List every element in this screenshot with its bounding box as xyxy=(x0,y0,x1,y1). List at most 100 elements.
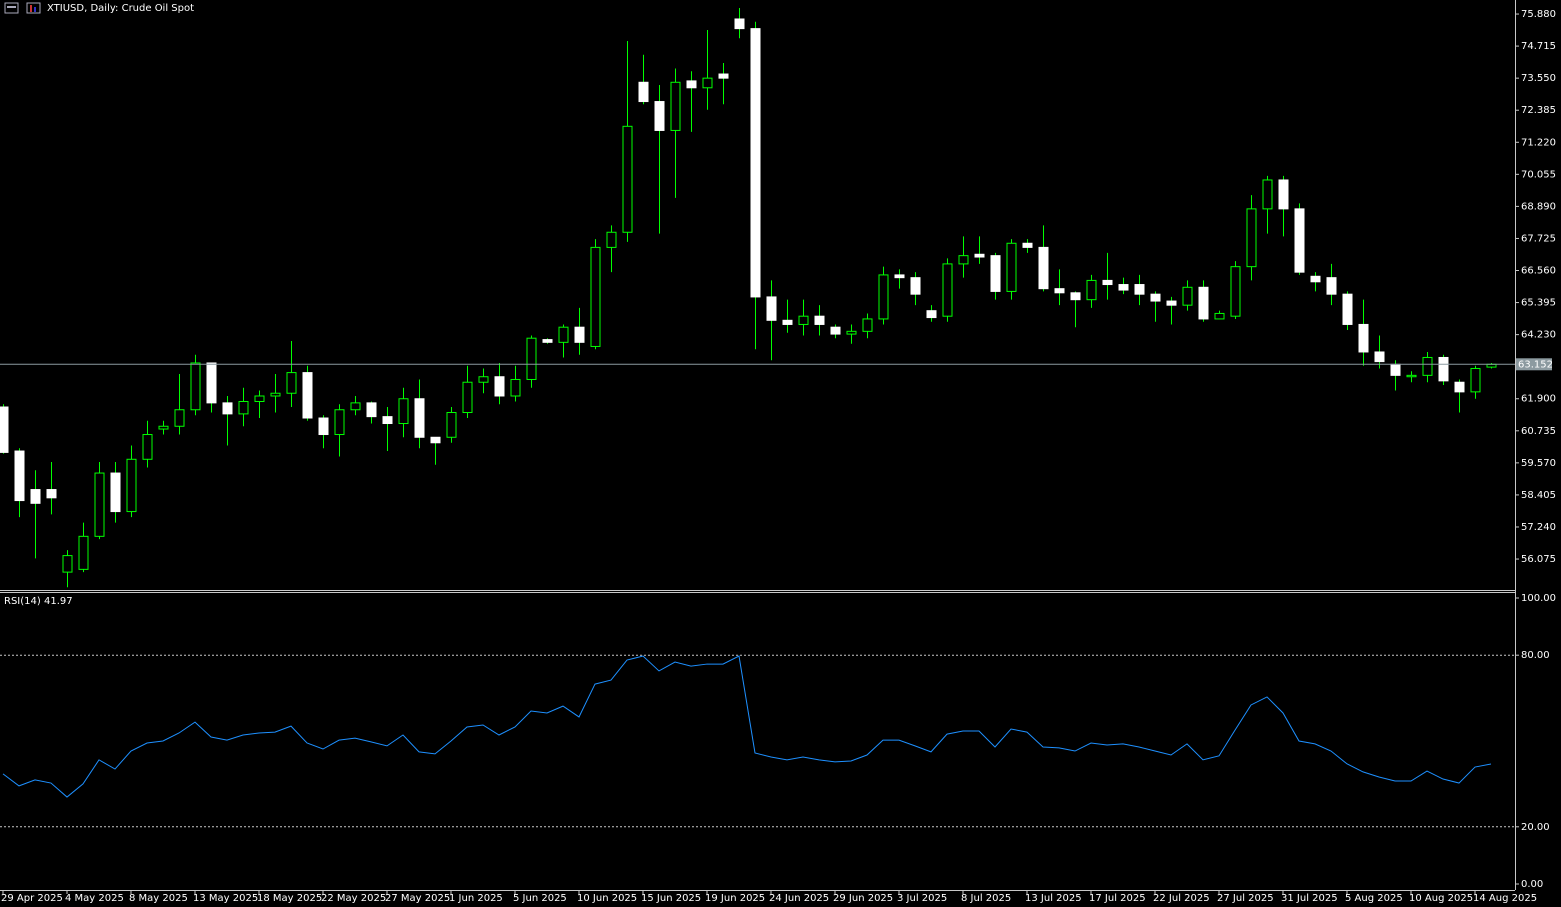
y-tick-label: 74.715 xyxy=(1521,41,1556,52)
x-tick-label: 4 May 2025 xyxy=(65,893,124,904)
y-tick-label: 72.385 xyxy=(1521,105,1556,116)
y-tick-label: 0.00 xyxy=(1521,879,1543,890)
candle-body xyxy=(478,376,489,383)
x-tick-label: 13 Jul 2025 xyxy=(1025,893,1082,904)
candle-body xyxy=(1310,275,1321,283)
candle-body xyxy=(814,315,825,325)
x-tick-label: 10 Jun 2025 xyxy=(577,893,637,904)
x-tick-label: 27 Jul 2025 xyxy=(1217,893,1274,904)
x-tick-label: 10 Aug 2025 xyxy=(1409,893,1473,904)
candle-body xyxy=(158,425,169,430)
candle-body xyxy=(670,81,681,131)
candle-body xyxy=(1006,242,1017,292)
candle-body xyxy=(1390,363,1401,376)
candle-body xyxy=(1134,284,1145,295)
y-tick-label: 60.735 xyxy=(1521,426,1556,437)
candle-body xyxy=(1246,208,1257,268)
y-tick-label: 56.075 xyxy=(1521,554,1556,565)
candle-body xyxy=(190,362,201,411)
candle-body xyxy=(1422,356,1433,376)
candle-body xyxy=(542,339,553,343)
indicator-label: RSI(14) 41.97 xyxy=(4,596,73,607)
candle-body xyxy=(62,555,73,573)
y-tick-label: 61.900 xyxy=(1521,394,1556,405)
x-tick-label: 29 Apr 2025 xyxy=(1,893,63,904)
icon xyxy=(30,5,32,12)
candle-body xyxy=(430,436,441,444)
candle-body xyxy=(446,412,457,438)
x-tick-label: 22 May 2025 xyxy=(321,893,386,904)
x-tick-label: 29 Jun 2025 xyxy=(833,893,893,904)
candle-body xyxy=(718,73,729,79)
candle-body xyxy=(878,274,889,320)
candle-body xyxy=(142,434,153,460)
y-tick-label: 57.240 xyxy=(1521,522,1556,533)
indicator-value: 41.97 xyxy=(44,596,73,607)
chart-title: XTIUSD, Daily: Crude Oil Spot xyxy=(47,3,194,14)
x-tick-label: 31 Jul 2025 xyxy=(1281,893,1338,904)
y-tick-label: 100.00 xyxy=(1521,593,1556,604)
y-tick-label: 64.230 xyxy=(1521,330,1556,341)
candle-body xyxy=(126,458,137,513)
candle-body xyxy=(1070,292,1081,301)
x-tick-label: 5 Aug 2025 xyxy=(1345,893,1403,904)
x-tick-label: 14 Aug 2025 xyxy=(1473,893,1537,904)
candle-body xyxy=(526,337,537,380)
candle-body xyxy=(494,376,505,397)
x-tick-label: 24 Jun 2025 xyxy=(769,893,829,904)
candle-body xyxy=(1214,312,1225,320)
candle-body xyxy=(926,310,937,319)
candle-body xyxy=(638,81,649,103)
candle-body xyxy=(1262,179,1273,210)
candle-body xyxy=(1086,279,1097,301)
candle-body xyxy=(350,402,361,411)
candle-body xyxy=(990,255,1001,292)
candle-body xyxy=(1166,300,1177,306)
candle-body xyxy=(734,18,745,30)
y-tick-label: 66.560 xyxy=(1521,266,1556,277)
candle-body xyxy=(1438,356,1449,382)
candle-body xyxy=(414,398,425,438)
y-tick-label: 80.00 xyxy=(1521,650,1550,661)
x-tick-label: 5 Jun 2025 xyxy=(513,893,567,904)
candle-body xyxy=(1150,293,1161,302)
icon xyxy=(34,7,36,12)
candle-body xyxy=(222,402,233,415)
candle-body xyxy=(206,362,217,404)
candle-body xyxy=(382,416,393,425)
candle-body xyxy=(782,319,793,325)
x-tick-label: 3 Jul 2025 xyxy=(897,893,947,904)
candle-body xyxy=(110,472,121,513)
x-tick-label: 1 Jun 2025 xyxy=(449,893,503,904)
x-tick-label: 27 May 2025 xyxy=(385,893,450,904)
candle-body xyxy=(686,80,697,89)
candle-body xyxy=(958,255,969,265)
candle-body xyxy=(1230,266,1241,317)
y-tick-label: 70.055 xyxy=(1521,169,1556,180)
candle-body xyxy=(622,125,633,233)
candle-body xyxy=(830,326,841,335)
y-tick-label: 59.570 xyxy=(1521,458,1556,469)
candle-body xyxy=(366,402,377,418)
indicator-name: RSI(14) xyxy=(4,596,41,607)
candle-body xyxy=(46,489,57,499)
candle-body xyxy=(750,28,761,298)
menu-icons[interactable] xyxy=(4,2,41,14)
x-tick-label: 13 May 2025 xyxy=(193,893,258,904)
x-tick-label: 18 May 2025 xyxy=(257,893,322,904)
y-tick-label: 73.550 xyxy=(1521,73,1556,84)
icon[interactable] xyxy=(26,2,41,14)
candle-body xyxy=(1022,242,1033,248)
candle-body xyxy=(510,378,521,397)
candle-body xyxy=(318,417,329,436)
x-tick-label: 15 Jun 2025 xyxy=(641,893,701,904)
icon[interactable] xyxy=(4,2,19,14)
candle-body xyxy=(1454,381,1465,393)
candle-body xyxy=(1118,284,1129,291)
candle-body xyxy=(894,274,905,279)
candle-body xyxy=(1102,279,1113,286)
x-tick-label: 8 Jul 2025 xyxy=(961,893,1011,904)
candle-body xyxy=(846,330,857,335)
